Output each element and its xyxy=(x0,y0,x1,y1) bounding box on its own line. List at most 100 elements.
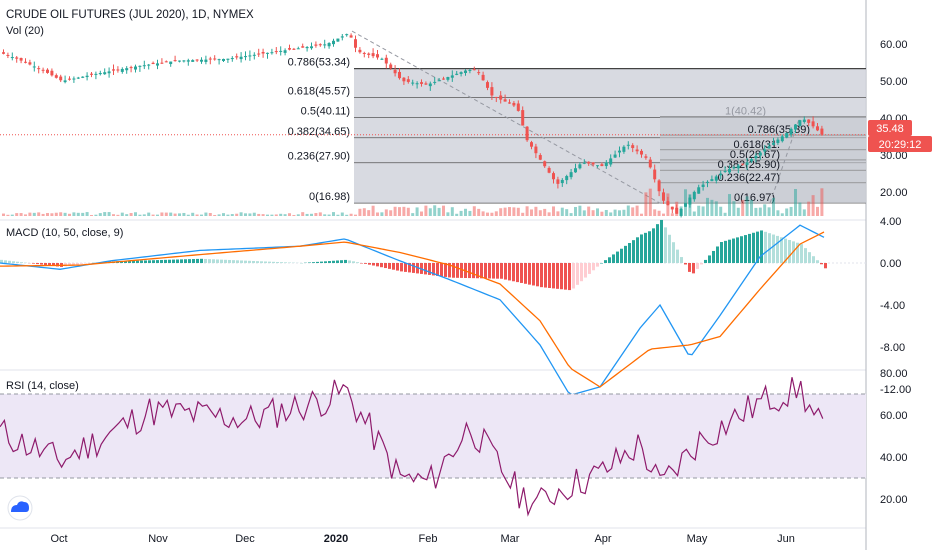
candle-body xyxy=(55,75,58,78)
macd-tick-label: -8.00 xyxy=(880,342,905,354)
candle-body xyxy=(81,77,84,78)
candle-body xyxy=(376,54,379,57)
volume-bar xyxy=(297,214,300,216)
candle-body xyxy=(460,72,463,74)
candle-body xyxy=(790,129,793,135)
macd-histogram-bar xyxy=(412,263,415,273)
volume-bar xyxy=(442,206,445,216)
time-axis-label: Jun xyxy=(777,533,795,545)
volume-bar xyxy=(55,213,58,216)
volume-bar xyxy=(42,214,45,216)
volume-bar xyxy=(306,214,309,216)
macd-histogram-bar xyxy=(356,262,359,263)
volume-bar xyxy=(323,214,326,216)
volume-bar xyxy=(121,213,124,216)
candle-body xyxy=(284,50,287,53)
volume-bar xyxy=(138,215,141,216)
volume-bar xyxy=(402,207,405,216)
macd-histogram-bar xyxy=(524,263,527,284)
macd-histogram-bar xyxy=(32,263,35,264)
macd-histogram-bar xyxy=(348,260,351,263)
macd-histogram-bar xyxy=(440,263,443,276)
volume-bar xyxy=(706,198,709,216)
candle-body xyxy=(618,151,621,153)
macd-histogram-bar xyxy=(364,263,367,264)
fib1-level-label: 0(16.98) xyxy=(309,191,350,203)
candle-body xyxy=(517,103,520,110)
volume-bar xyxy=(671,213,674,216)
volume-bar xyxy=(367,210,370,216)
candle-body xyxy=(776,140,779,143)
macd-histogram-bar xyxy=(264,261,267,263)
volume-bar xyxy=(394,207,397,216)
candle-body xyxy=(636,149,639,151)
volume-bar xyxy=(2,214,5,216)
candle-body xyxy=(389,64,392,68)
candle-body xyxy=(196,60,199,61)
volume-bar xyxy=(191,213,194,216)
volume-bar xyxy=(226,215,229,216)
volume-bar xyxy=(710,200,713,216)
tradingview-cloud-icon[interactable] xyxy=(8,496,32,520)
candle-body xyxy=(112,69,115,70)
macd-histogram-bar xyxy=(4,260,7,263)
candle-body xyxy=(50,71,53,76)
macd-histogram-bar xyxy=(580,263,583,281)
chart-title: CRUDE OIL FUTURES (JUL 2020), 1D, NYMEX xyxy=(6,9,254,21)
volume-bar xyxy=(438,208,441,216)
macd-histogram-bar xyxy=(712,251,715,263)
candle-body xyxy=(741,164,744,165)
volume-bar xyxy=(182,213,185,216)
candle-body xyxy=(609,158,612,164)
candle-body xyxy=(2,52,5,54)
macd-histogram-bar xyxy=(8,261,11,263)
volume-bar xyxy=(697,206,700,216)
candle-body xyxy=(468,70,471,71)
volume-bar xyxy=(174,214,177,216)
volume-bar xyxy=(77,213,80,216)
volume-bar xyxy=(614,210,617,216)
volume-bar xyxy=(46,213,49,216)
volume-bar xyxy=(59,212,62,216)
candle-body xyxy=(442,79,445,80)
candle-body xyxy=(90,74,93,75)
volume-bar xyxy=(781,213,784,216)
macd-histogram-bar xyxy=(16,262,19,263)
volume-bar xyxy=(134,212,137,216)
volume-bar xyxy=(99,213,102,216)
volume-bar xyxy=(495,211,498,216)
candle-body xyxy=(156,63,159,65)
macd-histogram-bar xyxy=(492,263,495,279)
volume-bar xyxy=(24,214,27,216)
candle-body xyxy=(125,68,128,70)
candle-body xyxy=(521,110,524,125)
volume-bar xyxy=(750,200,753,216)
volume-bar xyxy=(592,210,595,216)
volume-bar xyxy=(81,213,84,216)
macd-histogram-bar xyxy=(628,243,631,263)
volume-bar xyxy=(455,214,458,216)
macd-histogram-bar xyxy=(396,263,399,271)
candle-body xyxy=(279,51,282,52)
fib2-level-label: 0.382(25.90) xyxy=(718,159,780,171)
candle-body xyxy=(451,75,454,77)
candle-body xyxy=(649,160,652,168)
macd-histogram-bar xyxy=(736,237,739,263)
volume-bar xyxy=(341,213,344,216)
macd-histogram-bar xyxy=(424,263,427,274)
volume-bar xyxy=(380,212,383,216)
volume-bar xyxy=(209,213,212,216)
macd-histogram-bar xyxy=(732,239,735,263)
candle-body xyxy=(622,147,625,152)
candle-body xyxy=(539,155,542,160)
macd-histogram-bar xyxy=(624,246,627,263)
volume-bar xyxy=(407,208,410,216)
candle-body xyxy=(86,76,89,77)
candle-body xyxy=(213,58,216,59)
candle-body xyxy=(429,84,432,87)
volume-bar xyxy=(609,212,612,216)
volume-bar xyxy=(253,213,256,216)
volume-bar xyxy=(363,208,366,216)
